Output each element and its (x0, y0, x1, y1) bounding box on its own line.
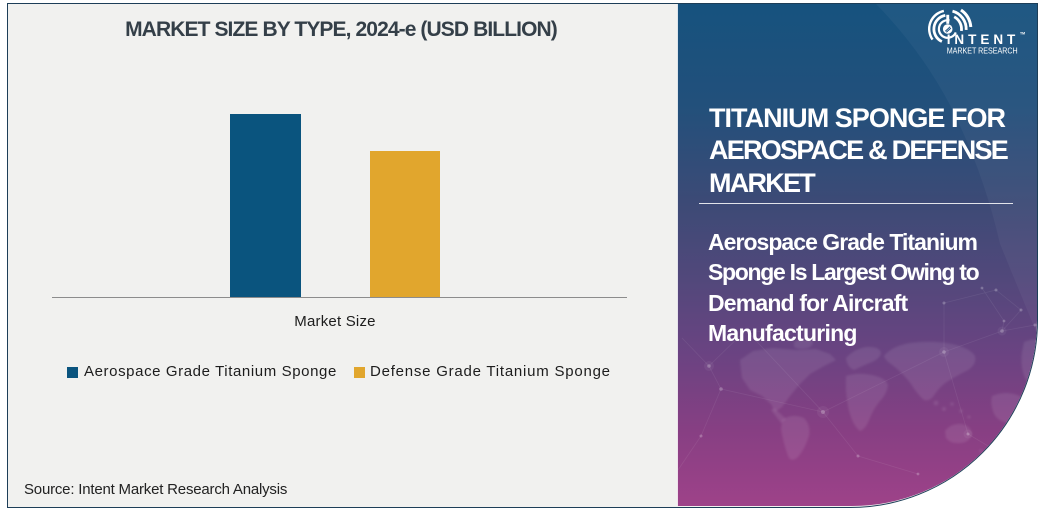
svg-text:MARKET RESEARCH: MARKET RESEARCH (947, 46, 1018, 55)
svg-text:INTENT: INTENT (947, 32, 1016, 47)
svg-text:TM: TM (1020, 31, 1025, 35)
